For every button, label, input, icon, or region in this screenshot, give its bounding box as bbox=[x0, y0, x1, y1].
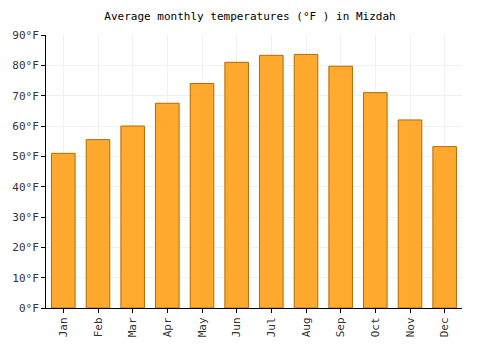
svg-text:Nov: Nov bbox=[404, 317, 417, 337]
svg-text:70°F: 70°F bbox=[12, 90, 39, 103]
svg-text:Dec: Dec bbox=[438, 317, 451, 337]
svg-text:Average monthly temperatures (: Average monthly temperatures (°F ) in Mi… bbox=[104, 10, 395, 23]
svg-text:20°F: 20°F bbox=[12, 241, 39, 254]
svg-text:May: May bbox=[196, 317, 209, 337]
svg-text:Mar: Mar bbox=[126, 317, 139, 337]
svg-text:Jul: Jul bbox=[265, 317, 278, 337]
svg-text:30°F: 30°F bbox=[12, 211, 39, 224]
svg-text:Feb: Feb bbox=[92, 317, 105, 337]
svg-text:Aug: Aug bbox=[300, 317, 313, 337]
svg-text:60°F: 60°F bbox=[12, 120, 39, 133]
svg-text:Sep: Sep bbox=[334, 317, 347, 337]
svg-text:50°F: 50°F bbox=[12, 150, 39, 163]
svg-text:Oct: Oct bbox=[369, 317, 382, 337]
svg-text:Jan: Jan bbox=[57, 317, 70, 337]
svg-text:90°F: 90°F bbox=[12, 29, 39, 42]
svg-text:Apr: Apr bbox=[161, 317, 174, 337]
svg-text:80°F: 80°F bbox=[12, 59, 39, 72]
svg-text:0°F: 0°F bbox=[19, 302, 39, 315]
svg-text:Jun: Jun bbox=[230, 317, 243, 337]
svg-text:10°F: 10°F bbox=[12, 272, 39, 285]
svg-text:40°F: 40°F bbox=[12, 181, 39, 194]
